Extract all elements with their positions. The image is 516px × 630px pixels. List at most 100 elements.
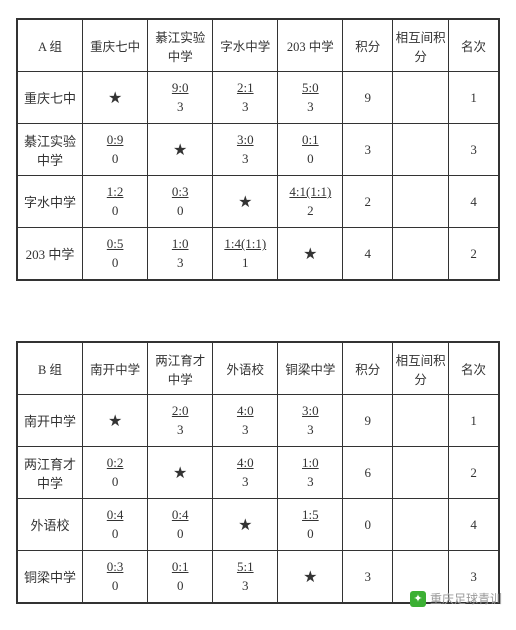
score-points: 0 [85, 577, 145, 595]
score-points: 3 [215, 421, 275, 439]
score-points: 0 [85, 254, 145, 272]
table-row: 203 中学0:501:031:4(1:1)1★42 [18, 228, 499, 280]
score-cell: 0:10 [148, 551, 213, 603]
score-cell: 4:03 [213, 447, 278, 499]
table-row: 两江育才中学0:20★4:031:0362 [18, 447, 499, 499]
score-cell: 2:13 [213, 72, 278, 124]
score-value: 0:9 [85, 131, 145, 149]
mutual-cell [393, 228, 449, 280]
points-cell: 4 [343, 228, 393, 280]
score-value: 1:2 [85, 183, 145, 201]
points-cell: 9 [343, 395, 393, 447]
score-value: 5:0 [280, 79, 340, 97]
score-cell: 1:03 [148, 228, 213, 280]
col-rank: 名次 [449, 20, 499, 72]
rank-cell: 2 [449, 228, 499, 280]
wechat-icon: ✦ [410, 591, 426, 607]
score-cell: 3:03 [213, 124, 278, 176]
score-cell: 1:20 [83, 176, 148, 228]
score-cell: 9:03 [148, 72, 213, 124]
score-points: 1 [215, 254, 275, 272]
score-cell: 0:30 [148, 176, 213, 228]
score-value: 3:0 [280, 402, 340, 420]
points-cell: 2 [343, 176, 393, 228]
col-team: 重庆七中 [83, 20, 148, 72]
score-cell: 0:90 [83, 124, 148, 176]
score-points: 3 [150, 421, 210, 439]
mutual-cell [393, 72, 449, 124]
table-row: 南开中学★2:034:033:0391 [18, 395, 499, 447]
score-value: 4:1(1:1) [280, 183, 340, 201]
group-table: B 组南开中学两江育才中学外语校铜梁中学积分相互间积分名次南开中学★2:034:… [16, 341, 500, 604]
score-points: 3 [280, 473, 340, 491]
points-cell: 6 [343, 447, 393, 499]
col-team: 外语校 [213, 343, 278, 395]
score-cell: 5:13 [213, 551, 278, 603]
mutual-cell [393, 499, 449, 551]
row-team: 南开中学 [18, 395, 83, 447]
score-value: 0:3 [150, 183, 210, 201]
self-cell: ★ [278, 228, 343, 280]
col-mutual: 相互间积分 [393, 20, 449, 72]
score-cell: 1:03 [278, 447, 343, 499]
score-cell: 4:03 [213, 395, 278, 447]
rank-cell: 4 [449, 499, 499, 551]
score-value: 5:1 [215, 558, 275, 576]
score-points: 3 [215, 577, 275, 595]
col-points: 积分 [343, 20, 393, 72]
score-points: 3 [150, 98, 210, 116]
rank-cell: 1 [449, 395, 499, 447]
row-team: 字水中学 [18, 176, 83, 228]
col-team: 铜梁中学 [278, 343, 343, 395]
self-cell: ★ [213, 499, 278, 551]
rank-cell: 2 [449, 447, 499, 499]
score-points: 3 [215, 150, 275, 168]
col-team: 两江育才中学 [148, 343, 213, 395]
score-points: 3 [280, 421, 340, 439]
score-value: 3:0 [215, 131, 275, 149]
row-team: 铜梁中学 [18, 551, 83, 603]
mutual-cell [393, 447, 449, 499]
col-team: 南开中学 [83, 343, 148, 395]
score-points: 3 [280, 98, 340, 116]
col-rank: 名次 [449, 343, 499, 395]
score-cell: 0:30 [83, 551, 148, 603]
score-points: 0 [85, 150, 145, 168]
score-value: 2:0 [150, 402, 210, 420]
row-team: 綦江实验中学 [18, 124, 83, 176]
mutual-cell [393, 176, 449, 228]
self-cell: ★ [278, 551, 343, 603]
score-value: 2:1 [215, 79, 275, 97]
self-cell: ★ [83, 72, 148, 124]
score-points: 0 [150, 577, 210, 595]
score-value: 0:1 [280, 131, 340, 149]
mutual-cell [393, 124, 449, 176]
row-team: 外语校 [18, 499, 83, 551]
col-team: 203 中学 [278, 20, 343, 72]
score-cell: 2:03 [148, 395, 213, 447]
score-points: 0 [150, 202, 210, 220]
points-cell: 3 [343, 124, 393, 176]
score-cell: 0:10 [278, 124, 343, 176]
score-value: 1:0 [150, 235, 210, 253]
mutual-cell [393, 395, 449, 447]
score-cell: 0:50 [83, 228, 148, 280]
rank-cell: 4 [449, 176, 499, 228]
score-points: 0 [150, 525, 210, 543]
table-row: 字水中学1:200:30★4:1(1:1)224 [18, 176, 499, 228]
score-value: 4:0 [215, 402, 275, 420]
score-value: 4:0 [215, 454, 275, 472]
self-cell: ★ [148, 124, 213, 176]
group-table: A 组重庆七中綦江实验中学字水中学203 中学积分相互间积分名次重庆七中★9:0… [16, 18, 500, 281]
score-value: 0:1 [150, 558, 210, 576]
score-points: 3 [215, 473, 275, 491]
score-value: 0:4 [150, 506, 210, 524]
self-cell: ★ [213, 176, 278, 228]
score-cell: 3:03 [278, 395, 343, 447]
score-value: 9:0 [150, 79, 210, 97]
points-cell: 3 [343, 551, 393, 603]
self-cell: ★ [83, 395, 148, 447]
points-cell: 0 [343, 499, 393, 551]
score-points: 0 [280, 525, 340, 543]
score-cell: 0:40 [83, 499, 148, 551]
